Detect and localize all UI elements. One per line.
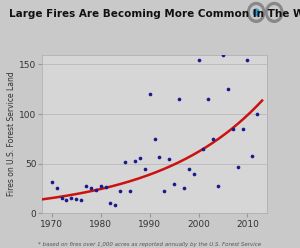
Point — [201, 147, 206, 151]
Point — [64, 198, 69, 202]
Point — [230, 127, 235, 131]
Text: * based on fires over 1,000 acres as reported annually by the U.S. Forest Servic: * based on fires over 1,000 acres as rep… — [38, 242, 262, 247]
Point — [103, 186, 108, 189]
Point — [250, 154, 255, 158]
Point — [196, 58, 201, 62]
Point — [113, 203, 118, 207]
Point — [245, 58, 250, 62]
Point — [123, 160, 128, 164]
Point — [54, 186, 59, 190]
Circle shape — [268, 6, 280, 19]
Point — [128, 189, 132, 193]
Point — [240, 127, 245, 131]
Circle shape — [248, 2, 265, 22]
Point — [191, 172, 196, 176]
Circle shape — [253, 9, 259, 16]
Point — [137, 156, 142, 160]
Point — [206, 97, 211, 101]
Y-axis label: Fires on U.S. Forest Service Land: Fires on U.S. Forest Service Land — [8, 71, 16, 196]
Point — [59, 196, 64, 200]
Point — [182, 186, 186, 190]
Point — [255, 112, 260, 116]
Point — [162, 189, 167, 193]
Point — [50, 180, 54, 184]
Circle shape — [266, 2, 283, 22]
Point — [93, 188, 98, 192]
Point — [108, 201, 113, 205]
Point — [186, 167, 191, 171]
Point — [211, 137, 216, 141]
Point — [235, 165, 240, 169]
Point — [69, 196, 74, 200]
Point — [220, 53, 225, 57]
Point — [74, 197, 79, 201]
Point — [216, 184, 220, 187]
Point — [157, 155, 162, 159]
Point — [167, 157, 172, 161]
Point — [177, 97, 182, 101]
Point — [152, 137, 157, 141]
Circle shape — [250, 6, 262, 19]
Point — [133, 159, 137, 163]
Point — [172, 182, 176, 186]
Point — [147, 92, 152, 96]
Point — [98, 185, 103, 188]
Point — [84, 184, 88, 187]
Text: Large Fires Are Becoming More Common In The West: Large Fires Are Becoming More Common In … — [9, 9, 300, 19]
Point — [88, 186, 93, 190]
Point — [142, 167, 147, 171]
Point — [226, 87, 230, 91]
Point — [79, 198, 83, 202]
Point — [118, 189, 123, 193]
